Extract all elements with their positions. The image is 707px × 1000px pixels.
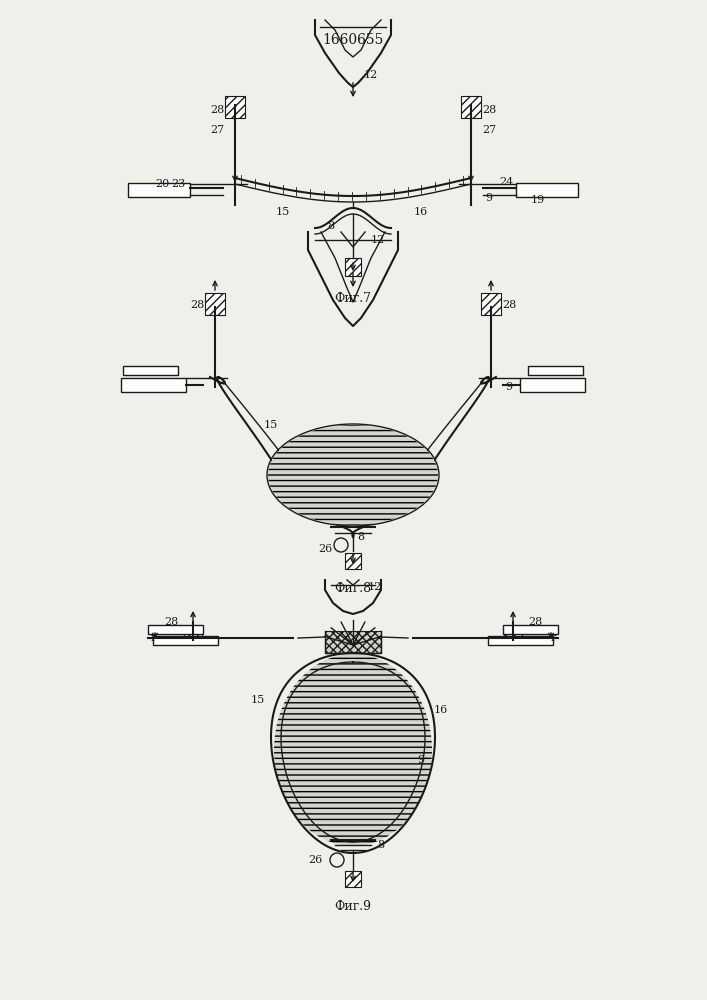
- Bar: [503, 625, 558, 634]
- Text: Фиг.8: Фиг.8: [334, 582, 372, 595]
- Text: Фиг.7: Фиг.7: [334, 292, 371, 304]
- Text: 28: 28: [210, 105, 224, 115]
- Bar: [520, 378, 585, 392]
- Bar: [488, 636, 553, 645]
- Ellipse shape: [268, 425, 438, 525]
- Text: 26: 26: [318, 544, 332, 554]
- Text: 19: 19: [531, 195, 545, 205]
- Bar: [345, 258, 361, 276]
- Bar: [205, 293, 225, 315]
- Text: 28: 28: [502, 300, 516, 310]
- Text: 16: 16: [414, 207, 428, 217]
- Bar: [528, 366, 583, 375]
- Text: 27: 27: [482, 125, 496, 135]
- Text: r: r: [550, 633, 556, 643]
- Text: 28: 28: [190, 300, 204, 310]
- Bar: [148, 625, 203, 634]
- Text: 28: 28: [482, 105, 496, 115]
- Text: 23: 23: [171, 179, 185, 189]
- Bar: [128, 183, 190, 197]
- Text: 12: 12: [368, 582, 382, 592]
- Bar: [121, 378, 186, 392]
- Text: 1660655: 1660655: [322, 33, 384, 47]
- Text: 9: 9: [486, 193, 493, 203]
- Text: 16: 16: [434, 705, 448, 715]
- Bar: [516, 183, 578, 197]
- Text: Фиг.9: Фиг.9: [334, 900, 371, 914]
- Text: 8: 8: [358, 532, 365, 542]
- Text: 26: 26: [308, 855, 322, 865]
- Text: 15: 15: [251, 695, 265, 705]
- Text: 27: 27: [210, 125, 224, 135]
- Text: 28: 28: [528, 617, 542, 627]
- Text: r: r: [151, 633, 156, 643]
- Text: 24: 24: [499, 177, 513, 187]
- Text: 12: 12: [371, 235, 385, 245]
- Text: 15: 15: [264, 420, 278, 430]
- Bar: [123, 366, 178, 375]
- Bar: [225, 96, 245, 118]
- Text: 12: 12: [364, 70, 378, 80]
- Ellipse shape: [274, 654, 432, 846]
- Bar: [504, 626, 522, 642]
- Text: 9: 9: [417, 755, 425, 765]
- Text: 20: 20: [155, 179, 169, 189]
- Bar: [325, 631, 381, 653]
- Bar: [481, 293, 501, 315]
- Text: 8: 8: [378, 840, 385, 850]
- Text: 15: 15: [276, 207, 290, 217]
- Text: 28: 28: [164, 617, 178, 627]
- Bar: [153, 636, 218, 645]
- Bar: [461, 96, 481, 118]
- Text: 8: 8: [327, 221, 334, 231]
- Bar: [345, 553, 361, 569]
- Text: 9: 9: [506, 382, 513, 392]
- Bar: [345, 871, 361, 887]
- Bar: [184, 626, 202, 642]
